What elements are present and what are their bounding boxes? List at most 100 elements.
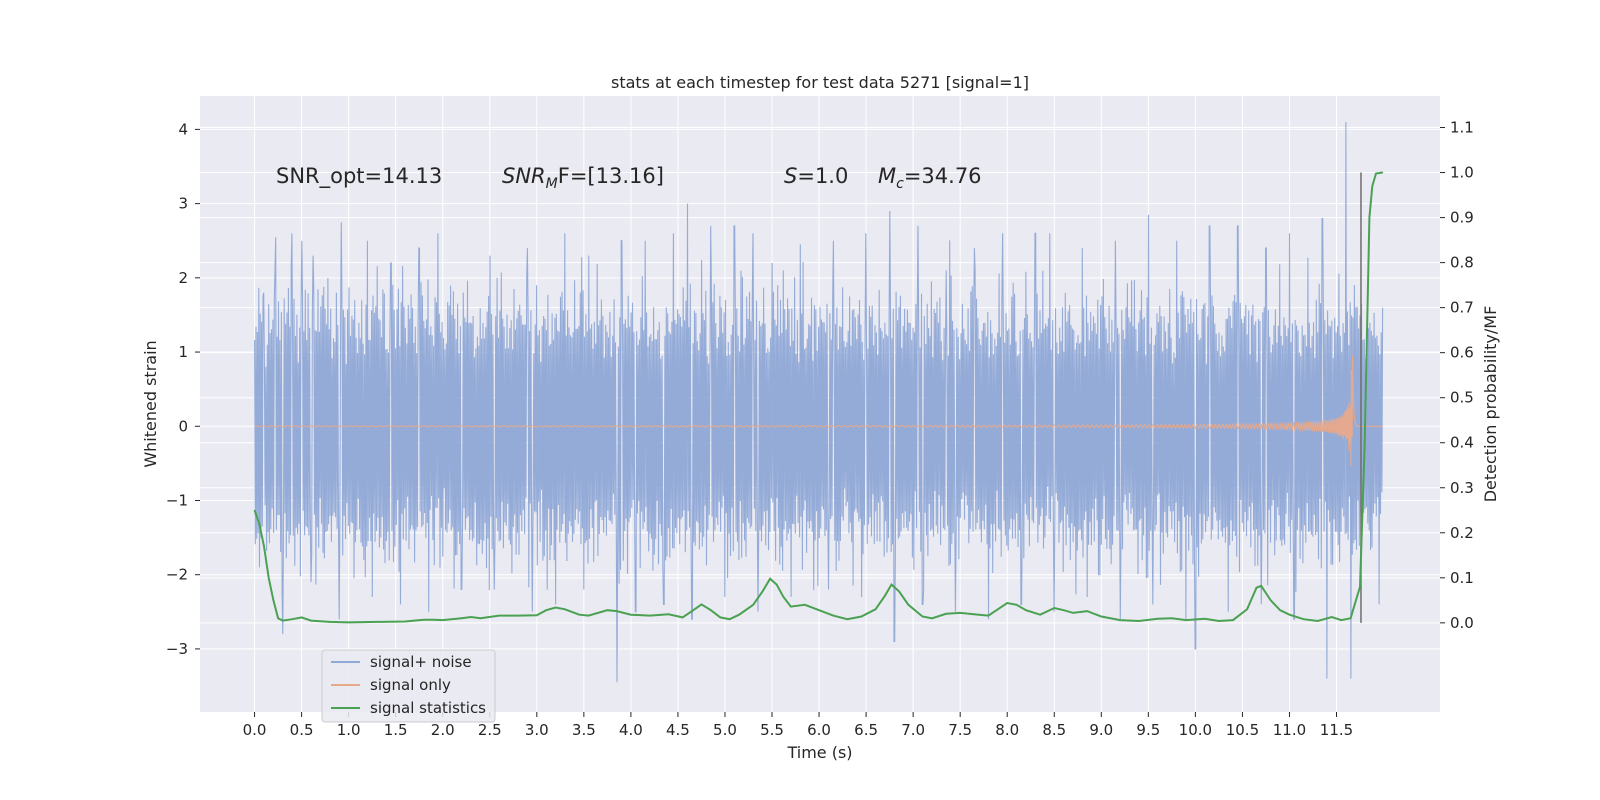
signal-statistics-point — [1303, 618, 1305, 620]
signal-statistics-point — [738, 614, 740, 616]
signal-statistics-point — [700, 603, 703, 606]
signal-statistics-point — [1288, 614, 1291, 616]
y-tick-label-left: −1 — [166, 491, 188, 509]
signal-statistics-point — [1317, 620, 1319, 622]
annotation-mc-sub: c — [896, 176, 904, 192]
signal-statistics-point — [769, 578, 771, 580]
y-tick-label-right: 0.6 — [1450, 344, 1474, 362]
signal-statistics-point — [1016, 604, 1018, 606]
signal-statistics-point — [804, 604, 806, 606]
signal-statistics-point — [1204, 618, 1206, 620]
x-tick-label: 8.5 — [1042, 721, 1066, 739]
y-tick-label-left: 1 — [178, 343, 188, 361]
signal-statistics-point — [729, 618, 731, 620]
signal-statistics-point — [606, 609, 609, 611]
signal-statistics-point — [719, 616, 721, 619]
signal-statistics-point — [442, 619, 444, 621]
signal-statistics-point — [310, 620, 312, 622]
signal-statistics-point — [1086, 610, 1088, 612]
y-tick-label-left: 2 — [178, 269, 188, 287]
annotation-s: S=1.0 — [784, 164, 848, 188]
signal-statistics-point — [682, 616, 684, 619]
x-tick-label: 10.5 — [1226, 721, 1259, 739]
signal-statistics-point — [832, 615, 834, 617]
signal-statistics-point — [498, 615, 500, 617]
y-tick-label-left: 4 — [178, 120, 188, 138]
annotation-snr-mf: SNRMF=[13.16] — [502, 164, 664, 192]
signal-statistics-point — [890, 584, 893, 586]
annotation-snr-mf-rest: F=[13.16] — [558, 164, 664, 188]
y-tick-label-right: 0.0 — [1450, 614, 1474, 632]
signal-statistics-point — [1100, 615, 1102, 618]
signal-statistics-point — [1119, 619, 1121, 621]
x-tick-label: 11.0 — [1273, 721, 1306, 739]
signal-statistics-point — [1157, 618, 1159, 620]
signal-statistics-point — [254, 509, 256, 511]
legend-box — [321, 649, 496, 723]
annotation-mc-name: M — [878, 164, 896, 188]
signal-statistics-point — [1255, 587, 1258, 589]
signal-statistics-point — [1368, 217, 1370, 219]
annotation-snr-mf-name: SNR — [502, 164, 546, 188]
signal-statistics-point — [423, 619, 425, 621]
y-tick-label-left: −2 — [166, 566, 188, 584]
signal-statistics-point — [1375, 172, 1377, 175]
y-tick-label-right: 0.8 — [1450, 254, 1474, 272]
x-tick-label: 6.5 — [854, 721, 878, 739]
x-axis-label: Time (s) — [786, 743, 852, 762]
signal-statistics-point — [898, 590, 900, 592]
signal-statistics-point — [1232, 619, 1234, 621]
annotation-s-name: S — [784, 164, 797, 188]
signal-statistics-point — [277, 617, 279, 619]
signal-statistics-point — [1260, 585, 1262, 587]
signal-statistics-point — [884, 595, 886, 597]
x-tick-label: 4.0 — [619, 721, 643, 739]
y-tick-label-right: 0.5 — [1450, 389, 1474, 407]
series-signal-only-line — [254, 355, 1383, 467]
signal-statistics-point — [846, 618, 848, 620]
x-tick-label: 5.0 — [713, 721, 737, 739]
signal-statistics-point — [987, 615, 990, 617]
signal-statistics-point — [263, 545, 265, 547]
signal-statistics-point — [1171, 617, 1173, 619]
signal-statistics-point — [376, 621, 378, 623]
signal-statistics-point — [945, 613, 947, 615]
signal-statistics-point — [536, 614, 538, 616]
annotation-s-rest: =1.0 — [797, 164, 848, 188]
x-tick-label: 1.5 — [384, 721, 408, 739]
x-tick-label: 8.0 — [995, 721, 1019, 739]
x-tick-label: 0.0 — [243, 721, 267, 739]
signal-statistics-point — [860, 615, 863, 618]
x-tick-label: 2.0 — [431, 721, 455, 739]
signal-statistics-point — [282, 620, 284, 622]
signal-statistics-point — [630, 614, 632, 616]
x-tick-label: 10.0 — [1179, 721, 1212, 739]
annotation-snr-opt: SNR_opt=14.13 — [276, 164, 442, 189]
signal-statistics-point — [907, 604, 910, 606]
signal-statistics-point — [782, 596, 784, 598]
signal-statistics-point — [776, 584, 778, 586]
x-tick-label: 7.0 — [901, 721, 925, 739]
signal-statistics-point — [616, 610, 618, 612]
signal-statistics-point — [291, 618, 293, 620]
signal-statistics-point — [578, 614, 580, 616]
signal-statistics-point — [272, 599, 274, 601]
signal-statistics-point — [1371, 185, 1373, 187]
signal-statistics-point — [978, 614, 980, 616]
x-tick-label: 11.5 — [1320, 721, 1353, 739]
y-axis-label-right: Detection probability/MF — [1481, 306, 1500, 503]
ticks: 0.0 0.5 1.0 1.5 2.0 2.5 3.0 3.5 4.0 4.5 5.0 5.5 6.0 6… — [166, 119, 1474, 739]
signal-statistics-point — [555, 606, 557, 609]
signal-statistics-point — [710, 609, 712, 611]
signal-statistics-point — [470, 616, 472, 618]
signal-statistics-point — [931, 617, 933, 619]
signal-statistics-point — [1072, 612, 1074, 614]
chart-title: stats at each timestep for test data 527… — [611, 73, 1029, 92]
legend: signal+ noise signal only signal statist… — [321, 649, 496, 723]
signal-statistics-point — [268, 577, 270, 579]
y-tick-label-right: 1.1 — [1450, 119, 1474, 137]
signal-statistics-point — [1025, 609, 1027, 611]
signal-statistics-point — [1350, 617, 1352, 619]
signal-statistics-point — [1218, 620, 1220, 622]
